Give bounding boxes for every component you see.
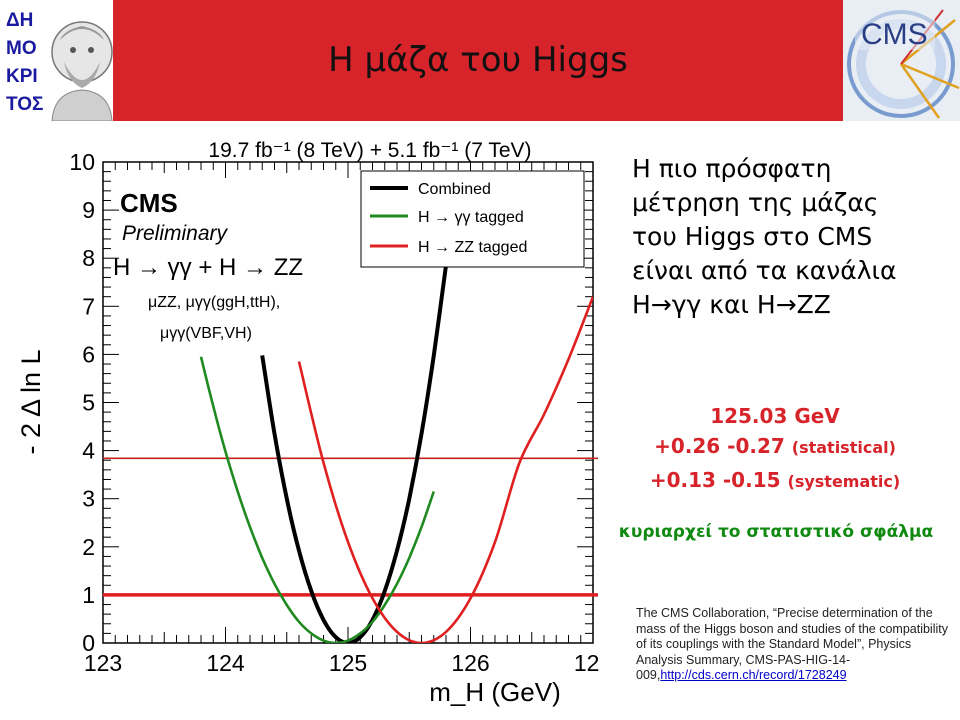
curve-combined <box>260 265 448 643</box>
svg-text:ΔΗ: ΔΗ <box>6 10 33 31</box>
legend-entry-zz: H → ZZ tagged <box>418 239 527 256</box>
y-tick-label: 6 <box>82 341 95 367</box>
x-tick-label: 123 <box>84 650 122 676</box>
citation: The CMS Collaboration, “Precise determin… <box>636 606 952 684</box>
notes-line: Η→γγ και Η→ΖΖ <box>632 290 831 319</box>
y-tick-label: 9 <box>82 197 95 223</box>
syst-label: (systematic) <box>787 472 901 491</box>
svg-text:ΜΟ: ΜΟ <box>6 38 37 59</box>
y-tick-label: 7 <box>82 293 95 319</box>
syst-uncertainty: +0.13 -0.15 (systematic) <box>590 464 960 498</box>
y-axis-label: - 2 Δ ln L <box>16 349 46 454</box>
y-tick-label: 1 <box>82 582 95 608</box>
x-tick-label: 124 <box>206 650 245 676</box>
stat-values: +0.26 -0.27 <box>654 434 785 458</box>
citation-text: The CMS Collaboration, “Precise determin… <box>636 606 948 682</box>
legend-entry-combined: Combined <box>418 181 491 198</box>
x-tick-label: 125 <box>329 650 367 676</box>
page-title: Η μάζα του Higgs <box>328 40 628 80</box>
y-tick-label: 4 <box>82 438 95 464</box>
stat-label: (statistical) <box>791 438 896 457</box>
chart-title: 19.7 fb⁻¹ (8 TeV) + 5.1 fb⁻¹ (7 TeV) <box>208 139 531 162</box>
channels-label: H → γγ + H → ZZ <box>113 254 303 281</box>
notes-line: είναι από τα κανάλια <box>632 256 897 285</box>
title-banner: ΔΗ ΜΟ ΚΡΙ ΤΟΣ Η μάζα του Higgs CMS <box>0 0 960 122</box>
axis-tick-labels: 012345678910123124125126127 <box>69 149 600 676</box>
y-tick-label: 8 <box>82 245 95 271</box>
y-tick-label: 10 <box>69 149 95 175</box>
notes-panel: Η πιο πρόσφατη μέτρηση της μάζας του Hig… <box>632 152 952 322</box>
y-tick-label: 5 <box>82 390 95 416</box>
y-tick-label: 3 <box>82 486 95 512</box>
svg-text:ΤΟΣ: ΤΟΣ <box>6 94 43 115</box>
y-tick-label: 0 <box>82 630 95 656</box>
cms-logo-text: CMS <box>861 18 928 51</box>
syst-values: +0.13 -0.15 <box>649 468 781 492</box>
likelihood-curves <box>199 265 593 643</box>
params-label-1: μZZ, μγγ(ggH,ttH), <box>148 294 280 311</box>
experiment-label: CMS <box>120 188 178 218</box>
cms-logo-image: CMS <box>843 0 960 121</box>
notes-line: του Higgs στο CMS <box>632 222 873 251</box>
legend-entry-gamma-gamma: H → γγ tagged <box>418 209 524 226</box>
mass-value: 125.03 GeV <box>710 404 840 428</box>
mass-result: 125.03 GeV +0.26 -0.27 (statistical) +0.… <box>590 402 960 498</box>
notes-line: Η πιο πρόσφατη <box>632 154 832 183</box>
params-label-2: μγγ(VBF,VH) <box>160 325 252 342</box>
curve-gamma-gamma <box>199 356 436 643</box>
reference-lines <box>103 457 598 597</box>
cms-logo: CMS <box>843 0 960 121</box>
citation-link[interactable]: http://cds.cern.ch/record/1728249 <box>660 668 847 682</box>
notes-line: μέτρηση της μάζας <box>632 188 879 217</box>
democritos-logo-image: ΔΗ ΜΟ ΚΡΙ ΤΟΣ <box>0 0 113 122</box>
curve-zz <box>297 296 593 643</box>
status-label: Preliminary <box>122 222 229 245</box>
stat-uncertainty: +0.26 -0.27 (statistical) <box>590 430 960 464</box>
x-axis-label: m_H (GeV) <box>429 677 560 707</box>
axis-ticks <box>102 161 594 644</box>
democritos-logo: ΔΗ ΜΟ ΚΡΙ ΤΟΣ <box>0 0 113 122</box>
dominant-error-note: κυριαρχεί το στατιστικό σφάλμα <box>618 522 934 542</box>
legend: Combined H → γγ tagged H → ZZ tagged <box>360 170 585 268</box>
x-tick-label: 126 <box>451 650 489 676</box>
x-tick-label: 127 <box>574 650 600 676</box>
chart: 012345678910123124125126127 19.7 fb⁻¹ (8… <box>16 139 600 707</box>
svg-text:ΚΡΙ: ΚΡΙ <box>6 66 38 87</box>
y-tick-label: 2 <box>82 534 95 560</box>
